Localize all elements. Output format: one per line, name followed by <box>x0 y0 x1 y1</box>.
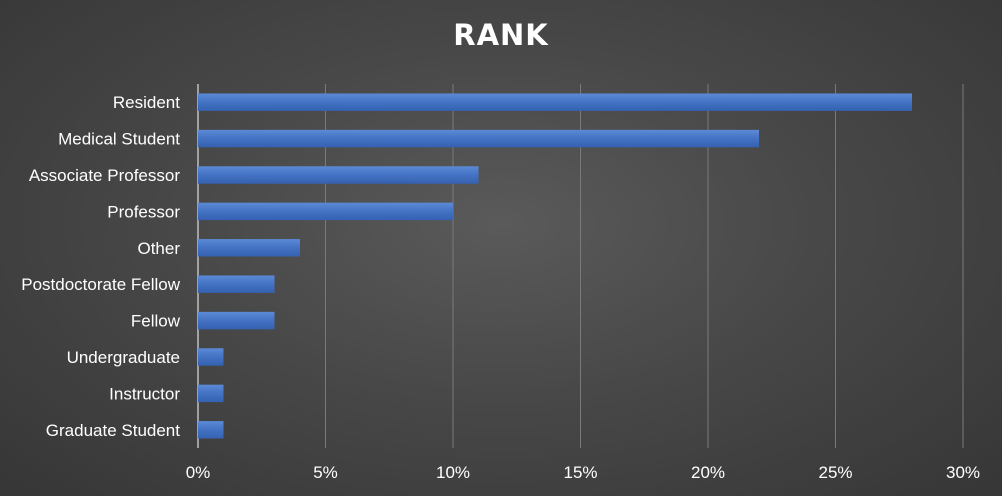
category-label: Medical Student <box>58 130 180 149</box>
category-label: Resident <box>113 93 180 112</box>
x-tick-label: 20% <box>691 463 725 482</box>
bar <box>198 384 224 403</box>
x-tick-label: 15% <box>563 463 597 482</box>
bar <box>198 93 912 111</box>
x-tick-label: 10% <box>436 463 470 482</box>
bar <box>198 202 453 221</box>
category-label: Graduate Student <box>46 421 180 440</box>
chart-title: RANK <box>453 18 549 52</box>
category-label: Fellow <box>131 312 181 331</box>
bar <box>198 311 275 330</box>
bar <box>198 239 300 257</box>
x-tick-label: 0% <box>186 463 211 482</box>
category-label: Postdoctorate Fellow <box>21 275 180 294</box>
category-label: Associate Professor <box>29 166 181 185</box>
x-tick-label: 30% <box>946 463 980 482</box>
category-label: Undergraduate <box>67 348 180 367</box>
bar <box>198 275 275 293</box>
category-label: Other <box>137 239 180 258</box>
category-label: Professor <box>107 202 180 221</box>
category-label: Instructor <box>109 384 180 403</box>
bar <box>198 166 479 184</box>
x-tick-label: 25% <box>818 463 852 482</box>
bar <box>198 129 759 148</box>
x-tick-label: 5% <box>313 463 338 482</box>
bar <box>198 348 224 366</box>
bar <box>198 421 224 439</box>
